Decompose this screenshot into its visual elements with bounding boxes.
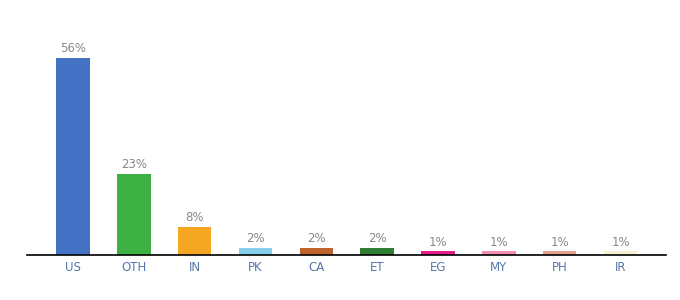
Bar (300, 248, 333, 255)
Text: 2%: 2% (307, 232, 326, 245)
Bar (239, 248, 272, 255)
Bar (604, 251, 637, 255)
Bar (422, 251, 455, 255)
Bar (56, 58, 90, 255)
Text: 8%: 8% (186, 211, 204, 224)
Text: 1%: 1% (490, 236, 508, 249)
Text: 1%: 1% (611, 236, 630, 249)
Bar (482, 251, 515, 255)
Bar (117, 174, 150, 255)
Text: 23%: 23% (121, 158, 147, 171)
Text: 56%: 56% (60, 42, 86, 55)
Text: 2%: 2% (246, 232, 265, 245)
Bar (360, 248, 394, 255)
Bar (543, 251, 577, 255)
Bar (178, 227, 211, 255)
Text: 2%: 2% (368, 232, 386, 245)
Text: 1%: 1% (429, 236, 447, 249)
Text: 1%: 1% (550, 236, 569, 249)
